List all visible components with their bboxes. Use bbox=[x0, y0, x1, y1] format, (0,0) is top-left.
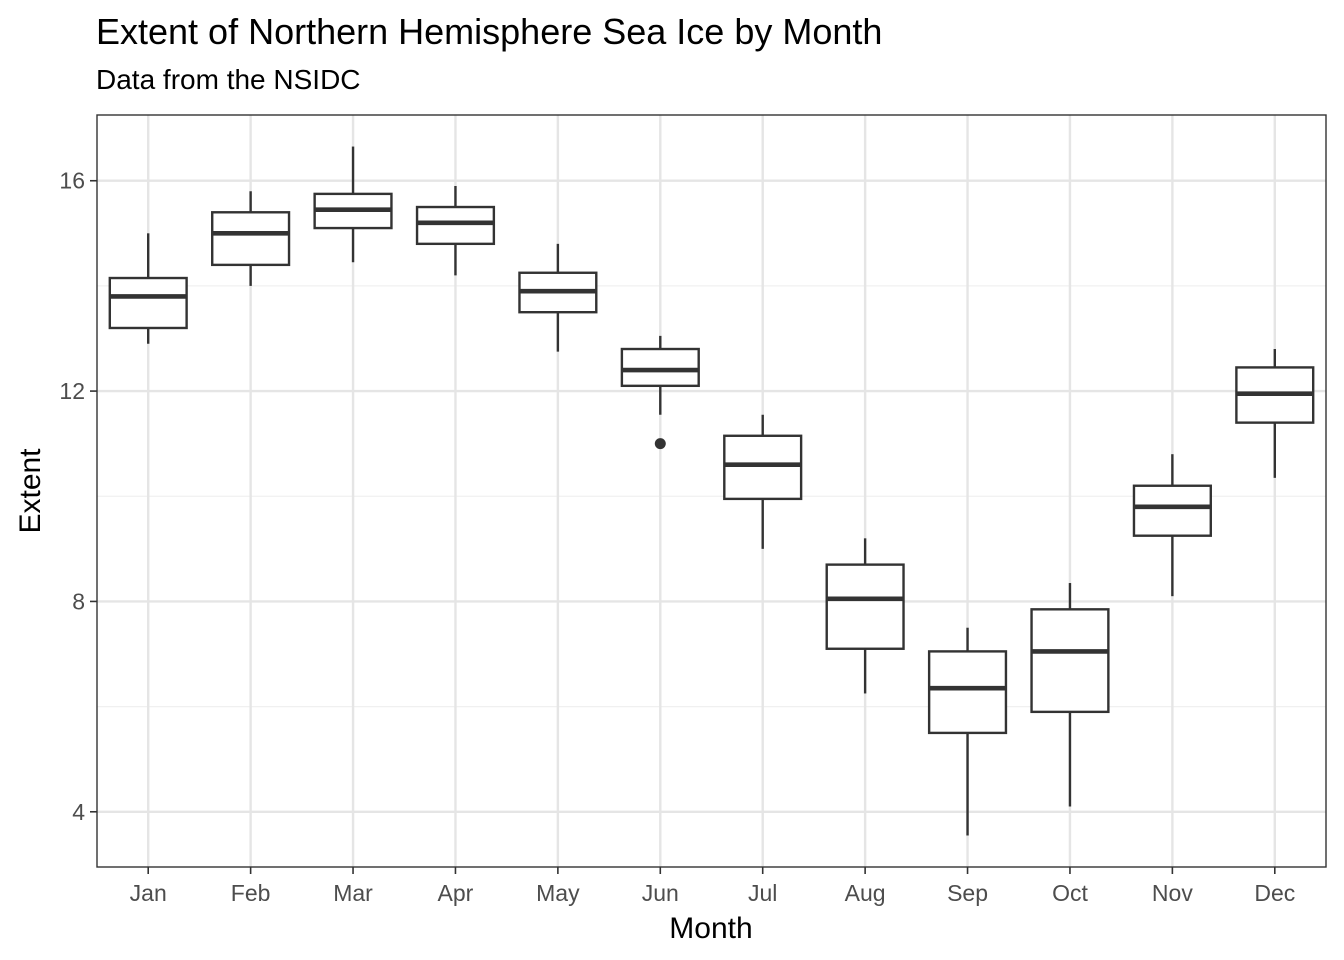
box-iqr bbox=[1030, 608, 1110, 714]
box-jul bbox=[723, 414, 803, 549]
box-iqr bbox=[620, 347, 700, 388]
box-feb bbox=[211, 191, 291, 286]
box-mar bbox=[313, 146, 393, 263]
y-tick-label: 16 bbox=[59, 168, 85, 194]
box-aug bbox=[825, 538, 905, 694]
box-iqr bbox=[108, 276, 188, 330]
x-tick-label: Dec bbox=[1254, 880, 1295, 906]
box-iqr bbox=[927, 650, 1008, 735]
x-tick-label: Sep bbox=[947, 880, 988, 906]
x-tick-label: Oct bbox=[1052, 880, 1088, 906]
outlier-point bbox=[654, 438, 666, 450]
y-tick-label: 4 bbox=[72, 799, 85, 825]
x-tick-label: Feb bbox=[231, 880, 271, 906]
x-tick-label: Jan bbox=[130, 880, 167, 906]
box-may bbox=[518, 243, 598, 352]
y-tick-label: 12 bbox=[59, 378, 85, 404]
x-tick-label: Nov bbox=[1152, 880, 1193, 906]
x-tick-label: Apr bbox=[438, 880, 474, 906]
box-iqr bbox=[825, 563, 905, 650]
box-series bbox=[108, 146, 1315, 836]
box-iqr bbox=[415, 205, 496, 246]
axes: 4 8 12 16 Jan Feb Mar Apr May Jun Jul Aug Sep Oct Nov D… bbox=[59, 168, 1295, 906]
box-jun bbox=[620, 335, 700, 450]
box-iqr bbox=[211, 211, 291, 267]
box-oct bbox=[1030, 583, 1110, 807]
x-tick-label: Jun bbox=[642, 880, 679, 906]
box-jan bbox=[108, 233, 188, 344]
x-tick-label: Jul bbox=[748, 880, 777, 906]
box-apr bbox=[415, 185, 496, 276]
chart-subtitle: Data from the NSIDC bbox=[96, 64, 361, 95]
x-tick-label: Aug bbox=[845, 880, 886, 906]
x-axis-label: Month bbox=[669, 912, 752, 945]
x-tick-label: May bbox=[536, 880, 580, 906]
box-dec bbox=[1235, 349, 1315, 478]
box-iqr bbox=[723, 434, 803, 501]
chart-title: Extent of Northern Hemisphere Sea Ice by… bbox=[96, 11, 883, 52]
box-sep bbox=[927, 627, 1008, 836]
y-axis-label: Extent bbox=[14, 448, 47, 534]
box-iqr bbox=[1132, 484, 1212, 537]
x-tick-label: Mar bbox=[333, 880, 373, 906]
box-nov bbox=[1132, 454, 1212, 597]
panel-border bbox=[96, 114, 1327, 868]
y-tick-label: 8 bbox=[72, 588, 85, 614]
